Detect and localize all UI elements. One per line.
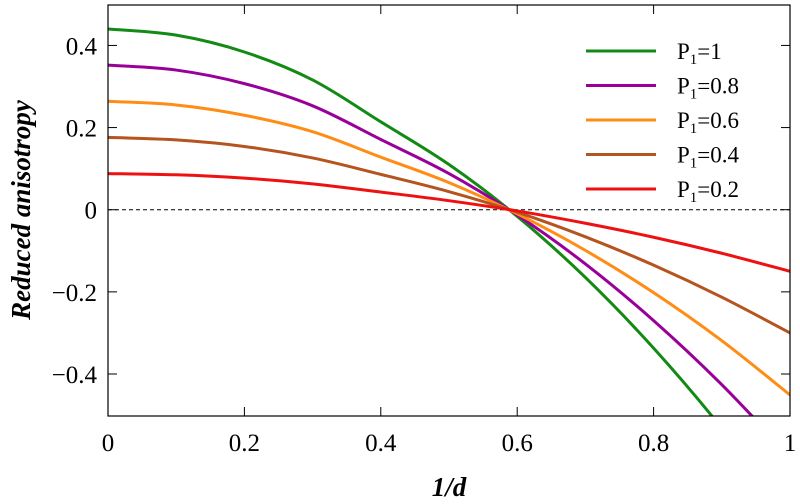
tick-label-layer: 0 0.2 0.4 0.6 0.8 1 0.4 0.2 0 −0.2 −0.4 — [52, 33, 797, 457]
tick-layer — [107, 5, 791, 416]
legend-label: P1=0.6 — [677, 108, 739, 137]
legend-label: P1=0.4 — [677, 143, 740, 172]
x-tick-label: 1 — [784, 430, 797, 457]
legend-label: P1=1 — [677, 39, 722, 68]
legend-label: P1=0.2 — [677, 177, 739, 206]
series-line — [108, 172, 790, 273]
series-line — [108, 27, 714, 416]
series-line — [108, 135, 790, 335]
y-tick-label: −0.2 — [52, 280, 97, 307]
legend: P1=1 P1=0.8 P1=0.6 P1=0.4 P1=0.2 — [586, 39, 740, 206]
plot-frame — [107, 4, 791, 417]
series-layer — [108, 27, 790, 416]
x-tick-label: 0 — [102, 430, 115, 457]
y-tick-label: −0.4 — [52, 362, 98, 389]
x-tick-label: 0.2 — [229, 430, 260, 457]
series-line — [108, 63, 755, 416]
x-tick-label: 0.6 — [502, 430, 533, 457]
y-axis-title: Reduced anisotropy — [6, 99, 36, 321]
y-tick-label: 0.4 — [66, 33, 98, 60]
x-tick-label: 0.8 — [638, 430, 669, 457]
y-tick-label: 0 — [85, 198, 98, 225]
y-tick-label: 0.2 — [66, 116, 97, 143]
x-tick-label: 0.4 — [365, 430, 397, 457]
series-line — [108, 99, 790, 397]
x-axis-title: 1/d — [432, 472, 467, 502]
legend-label: P1=0.8 — [677, 74, 739, 103]
